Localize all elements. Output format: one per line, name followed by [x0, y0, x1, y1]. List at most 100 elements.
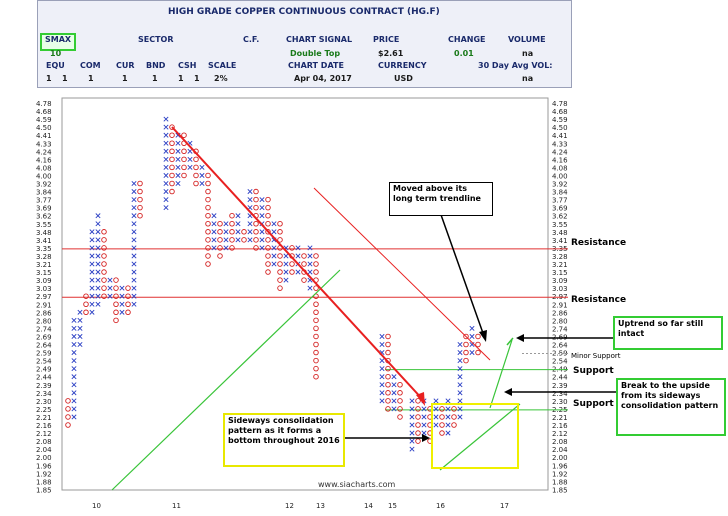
- o-mark: [137, 212, 143, 219]
- o-mark: [313, 301, 319, 308]
- uptrend-text: Uptrend so far still intact: [618, 319, 704, 338]
- y-tick-left: 4.41: [36, 132, 52, 140]
- x-mark: [77, 325, 83, 331]
- x-mark: [175, 156, 181, 162]
- x-mark: [131, 189, 137, 195]
- short-term-uptrend-line: [439, 403, 521, 471]
- y-tick-left: 2.34: [36, 390, 52, 398]
- x-axis: 10 11 12 13 14 15 16 17: [92, 502, 509, 510]
- x-mark: [271, 245, 277, 251]
- o-mark: [205, 237, 211, 243]
- x-mark: [71, 390, 77, 396]
- o-mark: [313, 269, 319, 275]
- breakout-callout: Break to the upside from its sideways co…: [616, 378, 726, 436]
- x-mark: [283, 253, 289, 259]
- val-6: 1: [194, 74, 200, 83]
- o-mark: [229, 229, 235, 235]
- green-arrow: [506, 337, 514, 346]
- breakout-arrowhead: [504, 388, 512, 396]
- o-mark: [193, 180, 199, 187]
- y-tick-right: 3.15: [552, 269, 568, 277]
- x-mark: [89, 301, 95, 307]
- y-tick-left: 4.24: [36, 148, 52, 156]
- o-mark: [385, 349, 391, 356]
- x-mark: [457, 366, 463, 372]
- y-tick-right: 1.85: [552, 486, 568, 494]
- sideways-callout: Sideways consolidation pattern as it for…: [223, 413, 345, 467]
- y-tick-left: 1.92: [36, 470, 52, 478]
- x-mark: [131, 285, 137, 291]
- x-mark: [119, 309, 125, 315]
- y-tick-right: 2.74: [552, 325, 568, 333]
- o-mark: [385, 398, 391, 404]
- x-tick-label: 16: [436, 502, 445, 510]
- col-scale: SCALE: [208, 61, 237, 70]
- o-mark: [265, 269, 271, 275]
- x-mark: [77, 309, 83, 315]
- x-mark: [433, 406, 439, 412]
- x-mark: [89, 277, 95, 283]
- x-mark: [457, 341, 463, 348]
- o-mark: [313, 333, 319, 340]
- x-mark: [307, 261, 313, 267]
- x-mark: [433, 422, 439, 428]
- x-mark: [307, 245, 313, 251]
- val-scale: 2%: [214, 74, 228, 83]
- y-tick-right: 2.39: [552, 382, 568, 390]
- o-mark: [125, 293, 131, 299]
- x-mark: [211, 221, 217, 227]
- o-mark: [205, 212, 211, 219]
- o-mark: [83, 293, 89, 299]
- x-mark: [445, 430, 451, 436]
- y-tick-right: 1.96: [552, 462, 568, 470]
- annotation-overlay: [111, 126, 616, 491]
- o-mark: [313, 285, 319, 291]
- x-mark: [457, 406, 463, 412]
- x-mark: [131, 261, 137, 267]
- y-tick-left: 3.21: [36, 261, 52, 269]
- change-label: CHANGE: [448, 35, 486, 44]
- y-tick-right: 3.55: [552, 221, 568, 229]
- chart-signal-value: Double Top: [290, 49, 341, 58]
- x-mark: [457, 414, 463, 420]
- x-mark: [95, 221, 101, 227]
- x-mark: [131, 301, 137, 307]
- o-mark: [463, 341, 469, 348]
- x-mark: [95, 213, 101, 219]
- x-mark: [199, 180, 205, 187]
- o-mark: [181, 156, 187, 163]
- x-mark: [391, 406, 397, 412]
- x-mark: [409, 414, 415, 420]
- o-mark: [101, 229, 107, 235]
- o-mark: [229, 237, 235, 243]
- o-mark: [313, 365, 319, 372]
- y-tick-right: 2.16: [552, 422, 568, 430]
- x-mark: [445, 422, 451, 428]
- x-mark: [77, 333, 83, 339]
- y-tick-left: 2.04: [36, 446, 52, 454]
- o-mark: [169, 188, 175, 195]
- sector-label: SECTOR: [138, 35, 174, 44]
- x-tick-label: 11: [172, 502, 181, 510]
- o-mark: [205, 261, 211, 267]
- o-mark: [277, 220, 283, 227]
- x-mark: [71, 333, 77, 339]
- o-mark: [313, 341, 319, 348]
- x-mark: [131, 253, 137, 259]
- x-mark: [89, 229, 95, 235]
- x-mark: [457, 382, 463, 388]
- o-mark: [313, 325, 319, 332]
- o-mark: [475, 349, 481, 356]
- y-tick-left: 3.35: [36, 245, 52, 253]
- o-mark: [277, 269, 283, 275]
- support-upper-label: Support: [573, 366, 614, 376]
- x-mark: [71, 341, 77, 348]
- x-mark: [469, 333, 475, 339]
- o-mark: [385, 341, 391, 348]
- volume-label: VOLUME: [508, 35, 546, 44]
- o-mark: [265, 220, 271, 227]
- x-mark: [391, 374, 397, 380]
- x-mark: [259, 213, 265, 219]
- o-mark: [385, 382, 391, 388]
- watermark: www.siacharts.com: [318, 480, 396, 489]
